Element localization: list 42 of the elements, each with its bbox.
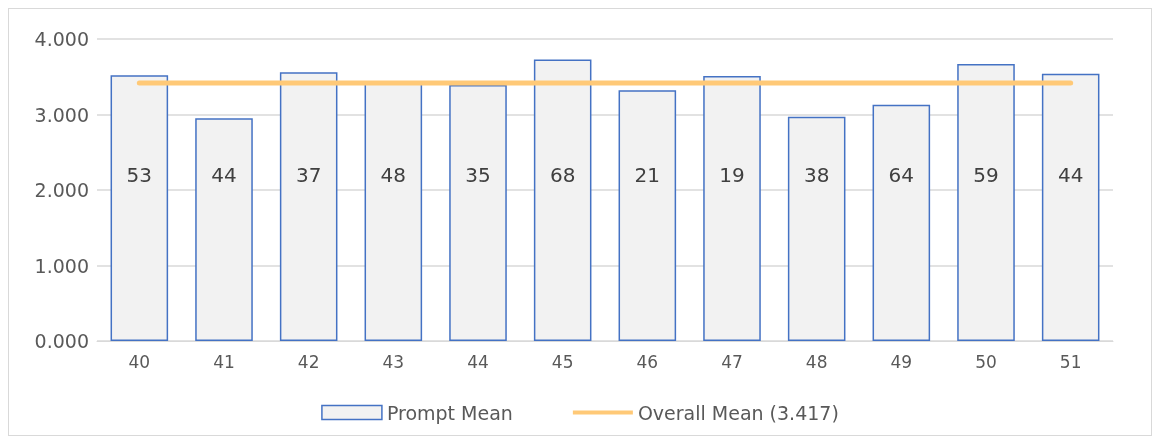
x-tick-label: 48 [805,351,828,372]
bar [195,118,253,341]
bar [1041,73,1100,341]
bar [872,104,931,341]
bar [110,75,169,341]
bar [449,85,507,341]
y-tick-label: 3.000 [34,103,89,126]
y-tick-label: 1.000 [34,254,89,277]
bar [787,116,846,341]
x-tick-label: 49 [890,351,913,372]
y-tick-label: 4.000 [34,28,89,50]
annotation: 59 [973,162,999,187]
annotation: 68 [549,162,576,187]
x-tick-label: 43 [382,351,405,372]
x-tick-label: 44 [467,351,489,372]
y-tick-label: 2.000 [34,179,89,201]
annotation: 38 [803,162,830,187]
legend-label: Overall Mean (3.417) [637,401,839,424]
bar [957,63,1015,341]
annotation: 48 [380,162,407,187]
annotation: 19 [719,162,745,187]
bar [703,76,761,341]
x-tick-label: 46 [636,351,659,372]
x-tick-label: 47 [721,351,743,372]
x-tick-label: 45 [551,351,574,372]
x-tick-label: 42 [297,351,320,372]
y-tick-label: 0.000 [34,330,89,352]
annotation: 37 [295,162,322,187]
bar [618,90,677,341]
x-tick-label: 51 [1059,351,1082,372]
annotation: 53 [126,162,153,187]
legend-label: Prompt Mean [386,401,513,424]
annotation: 44 [1057,162,1084,187]
annotation: 44 [211,162,237,187]
bar [279,72,338,341]
annotation: 21 [634,162,661,187]
annotation: 35 [465,162,491,187]
x-tick-label: 50 [975,351,997,372]
bar [533,59,592,341]
annotation: 64 [888,162,915,187]
x-tick-label: 40 [128,351,151,372]
x-tick-label: 41 [213,351,235,372]
